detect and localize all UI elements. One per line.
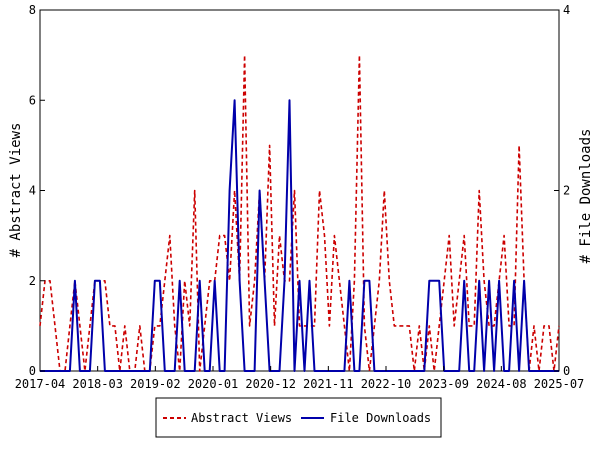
y-left-tick-label: 0: [29, 364, 36, 378]
legend-label-abstract-views: Abstract Views: [191, 411, 292, 425]
x-tick-label: 2018-03: [72, 377, 123, 391]
tick-layer: 0 2 4 6 8 0 2 4 2017-04 2018-03 2019-02 2020-01 2020…: [15, 3, 585, 391]
series-line-file-downloads: [40, 99, 559, 372]
x-tick-label: 2023-09: [418, 377, 469, 391]
y-left-tick-label: 4: [29, 184, 36, 198]
series-layer: [39, 54, 560, 372]
series-line-abstract-views: [39, 54, 560, 372]
y-axis-right-title: # File Downloads: [578, 129, 594, 264]
x-tick-label: 2017-04: [15, 377, 66, 391]
legend-label-file-downloads: File Downloads: [330, 411, 431, 425]
y-left-tick-label: 8: [29, 3, 36, 17]
y-left-tick-label: 6: [29, 93, 36, 107]
x-tick-label: 2024-08: [476, 377, 527, 391]
x-tick-label: 2019-02: [130, 377, 181, 391]
legend-box: [155, 397, 442, 438]
y-right-tick-label: 0: [563, 364, 570, 378]
y-left-tick-label: 2: [29, 274, 36, 288]
x-tick-label: 2020-01: [188, 377, 239, 391]
y-axis-left-title: # Abstract Views: [8, 123, 24, 258]
x-tick-label: 2022-10: [361, 377, 412, 391]
x-tick-label: 2020-12: [245, 377, 296, 391]
y-right-tick-label: 2: [563, 184, 570, 198]
y-right-tick-label: 4: [563, 3, 570, 17]
legend: Abstract Views File Downloads: [155, 397, 442, 438]
x-tick-label: 2021-11: [303, 377, 354, 391]
x-tick-label: 2025-07: [534, 377, 585, 391]
